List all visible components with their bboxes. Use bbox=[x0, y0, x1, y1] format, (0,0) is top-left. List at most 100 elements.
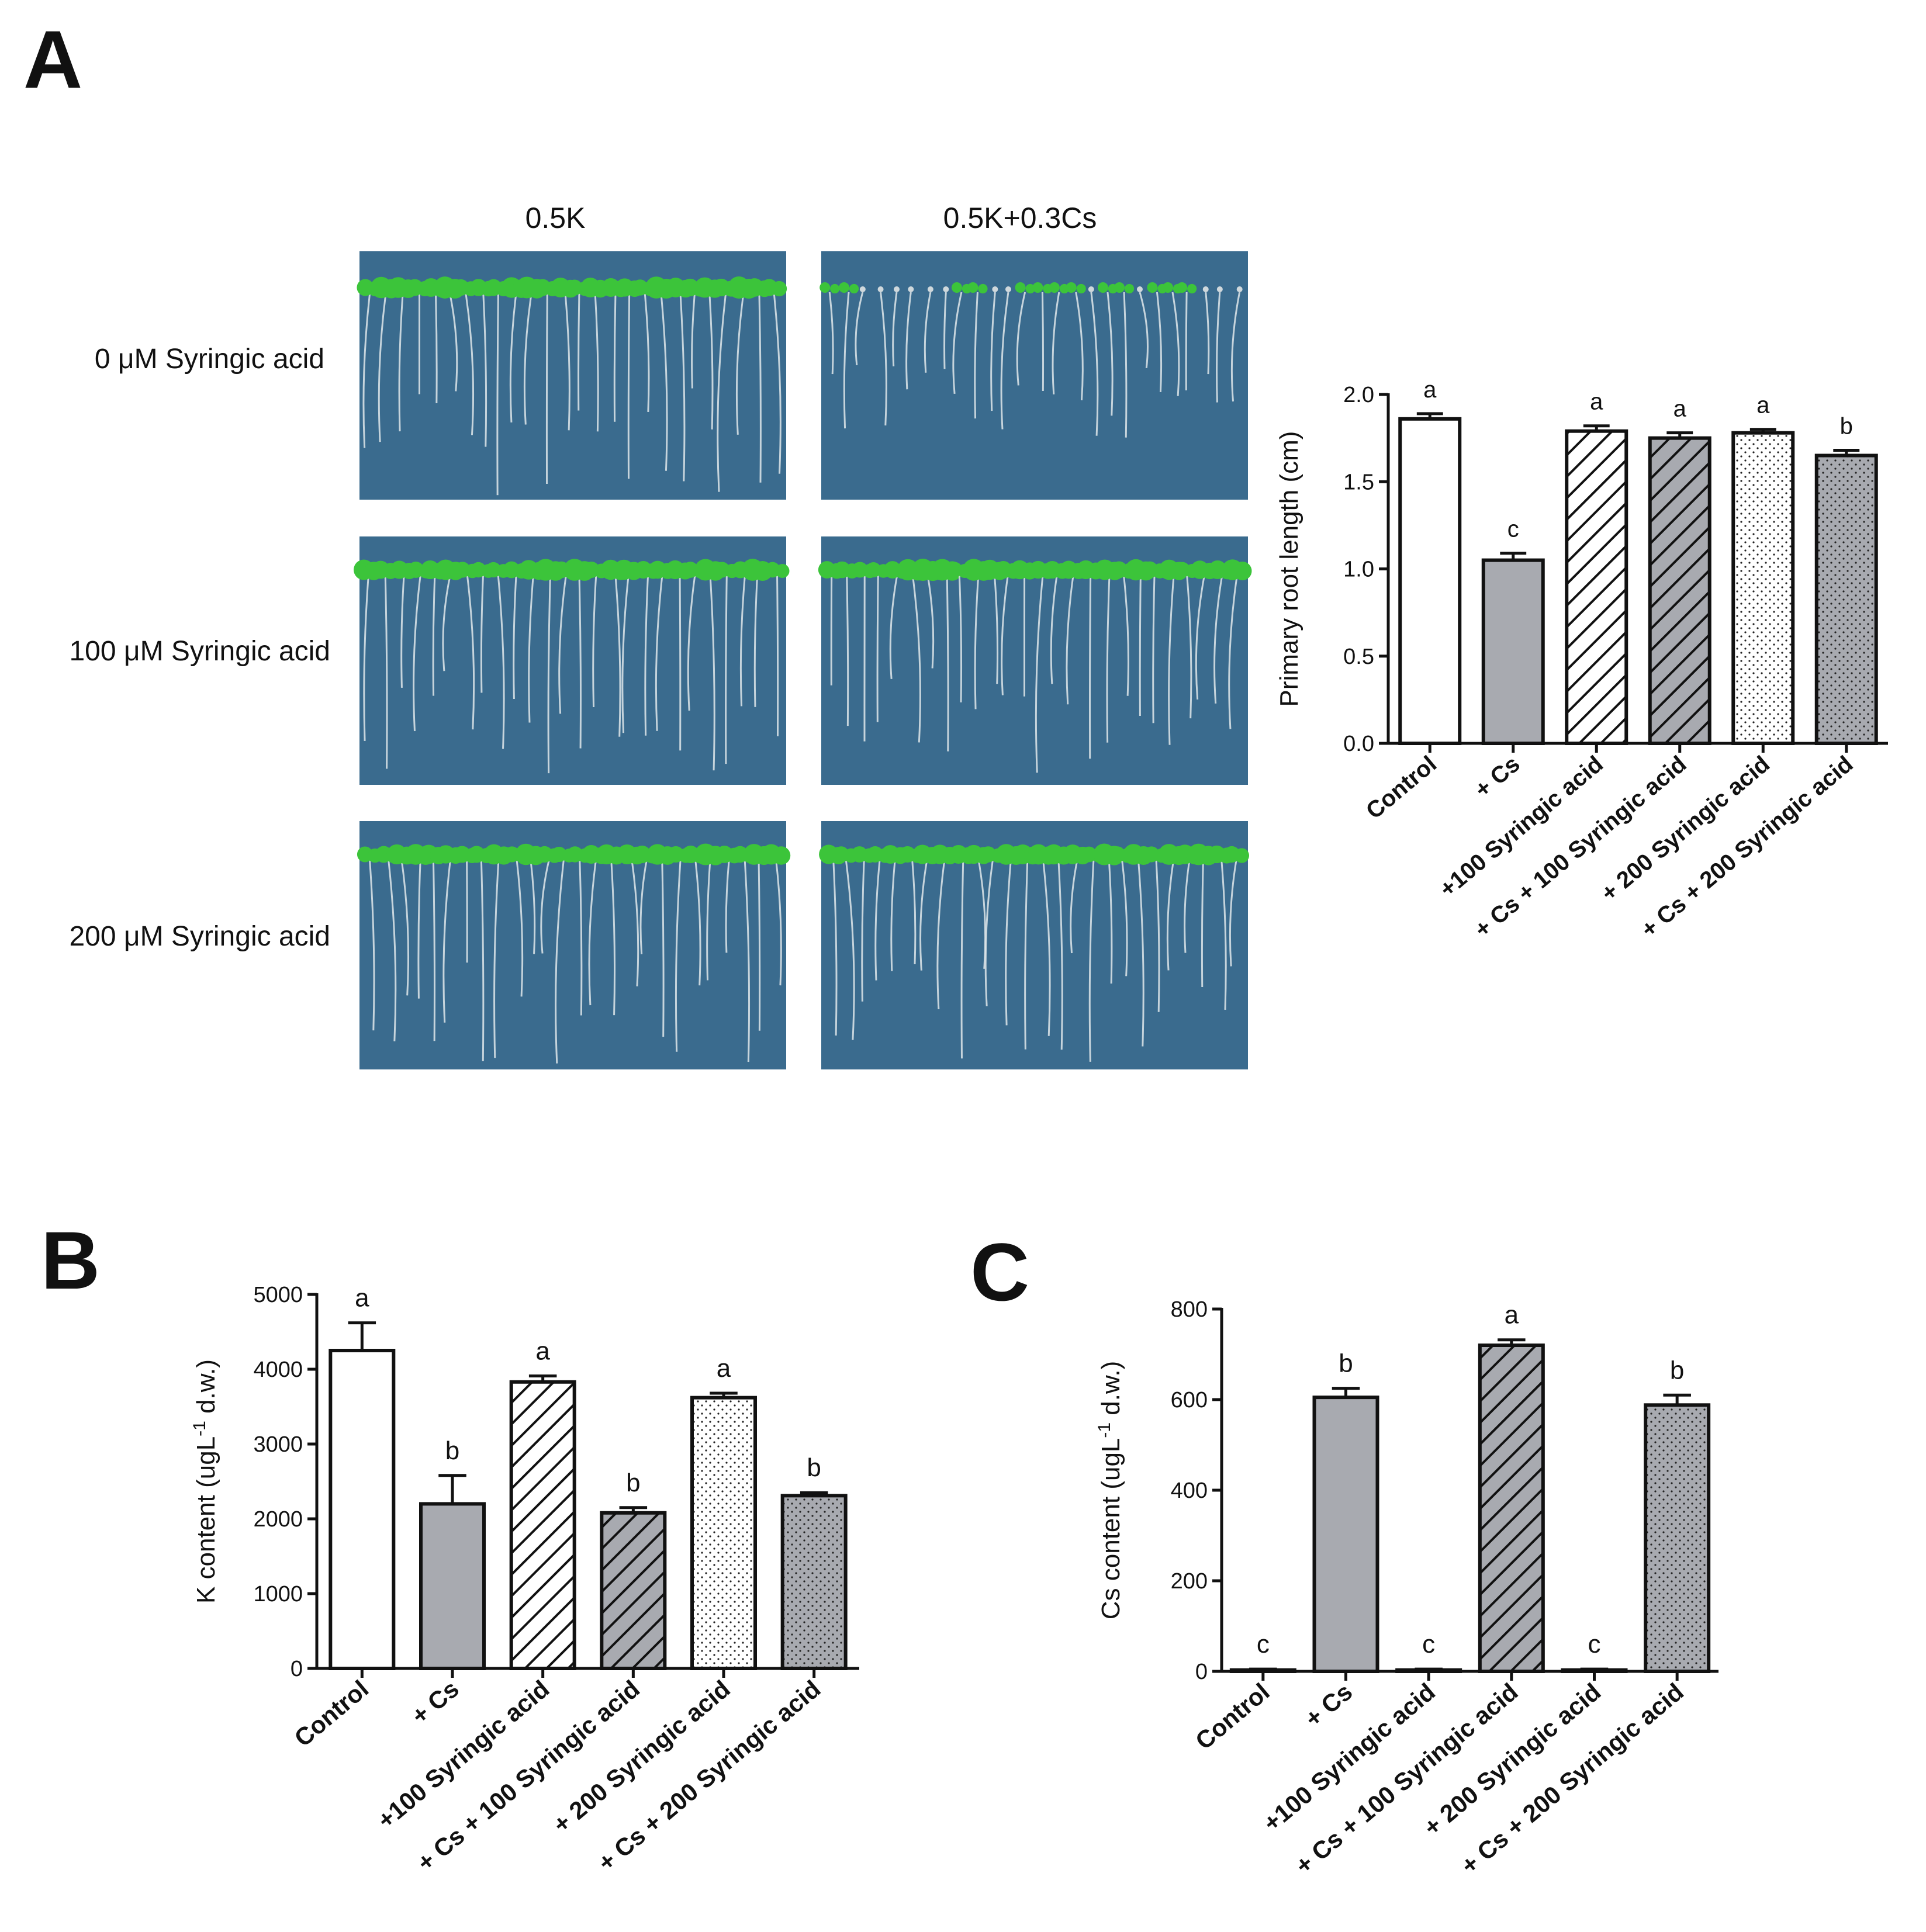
bar-200-syringic-acid bbox=[1561, 1667, 1628, 1674]
x-tick-label: Control bbox=[1361, 751, 1441, 824]
seedling-leaf bbox=[819, 282, 831, 293]
seedling-leaf bbox=[967, 282, 978, 293]
seedling-root bbox=[482, 292, 487, 447]
y-tick-label: 0 bbox=[1195, 1660, 1208, 1684]
seedling-root bbox=[1057, 858, 1063, 1050]
seedling-leaf bbox=[951, 282, 962, 293]
seedling-root bbox=[845, 858, 855, 1040]
photo-0-m-syringic-acid-0-5k bbox=[357, 251, 787, 500]
seedling-root bbox=[1228, 574, 1239, 729]
seedling-root bbox=[547, 574, 551, 774]
x-tick-label: Control bbox=[1190, 1678, 1275, 1755]
chart-b-k-content: 0 1000 2000 3000 4000 5000 K content (ugL-1 d.… bbox=[190, 1283, 859, 1876]
seedling-root bbox=[368, 858, 375, 1031]
photo-200-m-syringic-acid-0-5k bbox=[357, 821, 791, 1069]
seedling-root bbox=[660, 292, 668, 471]
seedling-leaf bbox=[943, 286, 949, 292]
seedling-leaf bbox=[1233, 562, 1252, 580]
seedling-root bbox=[639, 858, 648, 954]
bar-cs-200-syringic-acid bbox=[1814, 449, 1878, 745]
bar-cs-100-syringic-acid bbox=[1478, 1338, 1545, 1673]
seedling-root bbox=[706, 858, 711, 981]
y-tick-label: 1.0 bbox=[1343, 558, 1374, 582]
seedling-root bbox=[614, 574, 621, 737]
seedling-root bbox=[1229, 858, 1237, 967]
significance-letter: a bbox=[535, 1337, 550, 1366]
seedling-root bbox=[717, 292, 727, 492]
seedling-root bbox=[876, 574, 879, 722]
bar-pattern bbox=[1479, 1345, 1543, 1671]
seedling-leaf bbox=[1049, 282, 1060, 293]
y-tick-label: 400 bbox=[1171, 1479, 1208, 1503]
panel-letter-b: B bbox=[41, 1214, 100, 1306]
y-tick-label: 200 bbox=[1171, 1569, 1208, 1594]
seedling-root bbox=[725, 858, 730, 953]
seedling-root bbox=[1137, 858, 1144, 1047]
seedling-root bbox=[1122, 574, 1129, 696]
seedling-root bbox=[758, 292, 762, 483]
seedling-root bbox=[1090, 292, 1099, 436]
seedling-root bbox=[400, 858, 410, 996]
seedling-leaf bbox=[1136, 286, 1143, 292]
seedling-root bbox=[400, 574, 405, 688]
seedling-root bbox=[555, 858, 565, 1064]
seedling-root bbox=[911, 574, 921, 743]
seedling-root bbox=[1005, 858, 1012, 1026]
seedling-root bbox=[846, 574, 849, 726]
seedling-root bbox=[578, 574, 582, 749]
seedling-root bbox=[1066, 574, 1074, 705]
seedling-root bbox=[496, 292, 499, 496]
seedling-root bbox=[509, 292, 517, 423]
y-tick-label: 600 bbox=[1171, 1388, 1208, 1412]
significance-letter: b bbox=[1840, 414, 1853, 439]
bar-control bbox=[329, 1321, 396, 1670]
seedling-root bbox=[874, 858, 881, 981]
seedling-root bbox=[513, 574, 517, 700]
y-tick-label: 0 bbox=[291, 1657, 303, 1681]
seedling-root bbox=[1230, 292, 1241, 401]
seedling-root bbox=[919, 858, 928, 971]
y-axis-label-tail: d.w.) bbox=[1097, 1361, 1125, 1422]
significance-letter: b bbox=[445, 1436, 459, 1465]
seedling-root bbox=[1089, 574, 1092, 759]
seedling-root bbox=[828, 292, 834, 375]
bar-cs-100-syringic-acid bbox=[1648, 431, 1711, 745]
seedling-root bbox=[889, 574, 898, 680]
seedling-leaf bbox=[978, 283, 988, 294]
significance-letter: b bbox=[807, 1453, 821, 1482]
y-tick-label: 5000 bbox=[253, 1283, 303, 1307]
seedling-root bbox=[378, 292, 387, 442]
seedling-root bbox=[1070, 858, 1078, 954]
significance-letter: c bbox=[1507, 517, 1519, 542]
seedling-leaf bbox=[1097, 282, 1108, 293]
bar-200-syringic-acid bbox=[1731, 428, 1795, 745]
seedling-root bbox=[1001, 574, 1009, 695]
seedling-leaf bbox=[1066, 282, 1077, 293]
seedling-root bbox=[832, 858, 838, 1036]
y-tick-label: 800 bbox=[1171, 1297, 1208, 1322]
seedling-root bbox=[644, 292, 650, 413]
seedling-root bbox=[855, 292, 864, 366]
photo-row-label-200: 200 μM Syringic acid bbox=[69, 921, 330, 952]
seedling-root bbox=[1205, 292, 1210, 375]
seedling-root bbox=[974, 292, 978, 419]
seedling-root bbox=[1216, 292, 1221, 403]
seedling-root bbox=[530, 858, 536, 954]
seedling-root bbox=[540, 858, 551, 954]
bar-cs bbox=[1481, 552, 1545, 745]
y-axis-label-main: Cs content (ugL bbox=[1097, 1438, 1125, 1620]
seedling-root bbox=[558, 574, 568, 714]
seedling-leaf bbox=[1124, 283, 1135, 294]
bar-200-syringic-acid bbox=[690, 1391, 757, 1670]
seedling-root bbox=[890, 858, 896, 971]
photo-200-m-syringic-acid-0-5k-0-3cs bbox=[819, 821, 1250, 1069]
seedling-root bbox=[362, 292, 371, 448]
seedling-root bbox=[1123, 292, 1128, 438]
y-tick-label: 0.0 bbox=[1343, 732, 1374, 756]
y-tick-label: 2000 bbox=[253, 1507, 303, 1532]
seedling-root bbox=[516, 858, 524, 997]
seedling-root bbox=[1050, 574, 1058, 684]
significance-letter: b bbox=[1670, 1356, 1684, 1384]
y-axis-label-sup: -1 bbox=[190, 1421, 209, 1436]
significance-letter: a bbox=[355, 1284, 369, 1313]
